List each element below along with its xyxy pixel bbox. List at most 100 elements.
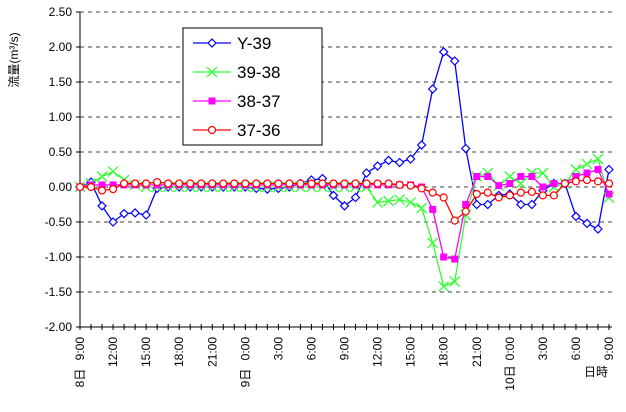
data-point (440, 253, 448, 261)
data-point (130, 208, 140, 218)
y-tick-label: 2.50 (49, 5, 73, 19)
y-tick-label: 0.00 (49, 180, 73, 194)
data-point (351, 179, 360, 188)
data-point (108, 217, 118, 227)
data-point (384, 179, 393, 188)
data-point (263, 179, 272, 188)
data-point (494, 193, 503, 202)
legend-label: Y-39 (237, 34, 271, 53)
data-point (119, 208, 129, 219)
data-point (460, 143, 471, 154)
data-point (362, 179, 371, 188)
data-point (417, 184, 426, 193)
data-point (383, 155, 394, 166)
data-point (108, 185, 118, 194)
data-point (296, 179, 305, 188)
data-point (537, 167, 549, 179)
data-point (473, 173, 481, 180)
data-point (581, 158, 593, 170)
data-point (427, 237, 439, 249)
data-point (119, 179, 129, 188)
data-point (307, 179, 316, 188)
legend-marker (208, 97, 216, 105)
data-point (329, 179, 338, 188)
data-point (483, 188, 492, 197)
data-point (175, 179, 184, 188)
data-point (230, 179, 239, 188)
legend-box (182, 27, 323, 146)
x-tick-label: 21:00 (470, 337, 484, 367)
data-point (427, 84, 438, 94)
data-point (438, 280, 450, 292)
data-point (107, 166, 119, 178)
data-point (274, 179, 283, 188)
data-point (461, 207, 470, 216)
data-point (142, 179, 151, 188)
data-point (583, 169, 591, 177)
data-point (372, 161, 383, 171)
data-point (394, 194, 406, 206)
data-point (395, 180, 404, 189)
data-point (538, 191, 547, 200)
data-point (570, 164, 582, 175)
x-tick-label: 18:00 (172, 337, 186, 367)
data-point (339, 201, 350, 211)
data-point (506, 180, 514, 187)
data-point (164, 179, 173, 188)
data-point (528, 173, 536, 180)
data-point (451, 255, 459, 263)
y-tick-label: 1.00 (49, 110, 73, 124)
data-point (86, 182, 96, 192)
data-point (406, 181, 415, 190)
x-tick-label: 6:00 (304, 337, 318, 361)
data-point (449, 56, 460, 66)
data-point (505, 191, 514, 200)
data-point (318, 179, 327, 188)
legend-label: 39-38 (237, 63, 280, 82)
data-point (131, 179, 140, 188)
data-point (340, 179, 349, 188)
data-point (517, 173, 525, 180)
data-point (75, 182, 85, 192)
data-point (141, 210, 151, 220)
data-point (219, 179, 228, 188)
data-point (438, 47, 449, 57)
data-point (516, 188, 525, 197)
data-point (604, 179, 614, 188)
data-point (539, 183, 547, 191)
data-point (515, 199, 526, 210)
data-point (186, 179, 195, 188)
data-point (328, 190, 339, 201)
y-tick-label: 2.00 (49, 40, 73, 54)
legend-marker (207, 125, 217, 135)
data-point (208, 179, 217, 188)
x-tick-label: 18:00 (437, 337, 451, 367)
data-point (153, 178, 162, 187)
data-point (594, 166, 602, 173)
y-axis-label: 流量(m³/s) (7, 32, 21, 87)
data-point (416, 202, 428, 214)
data-point (405, 196, 417, 208)
legend-marker (206, 66, 218, 78)
x-tick-label: 3:00 (536, 337, 550, 361)
data-point (372, 196, 384, 208)
data-point (405, 154, 416, 164)
data-point (482, 199, 493, 210)
x-tick-label: 0:00 (238, 337, 252, 361)
data-point (97, 186, 107, 195)
data-point (592, 153, 604, 165)
data-point (527, 187, 536, 196)
data-point (383, 195, 395, 207)
data-point (593, 177, 603, 186)
y-tick-label: -0.50 (45, 215, 73, 229)
data-point (449, 276, 461, 287)
data-point (197, 179, 206, 188)
x-tick-label: 15:00 (404, 337, 418, 367)
data-point (361, 168, 372, 178)
data-point (241, 179, 250, 188)
y-tick-label: -1.00 (45, 250, 73, 264)
x-tick-label: 12:00 (106, 337, 120, 367)
data-point (495, 182, 503, 190)
data-point (109, 181, 117, 189)
